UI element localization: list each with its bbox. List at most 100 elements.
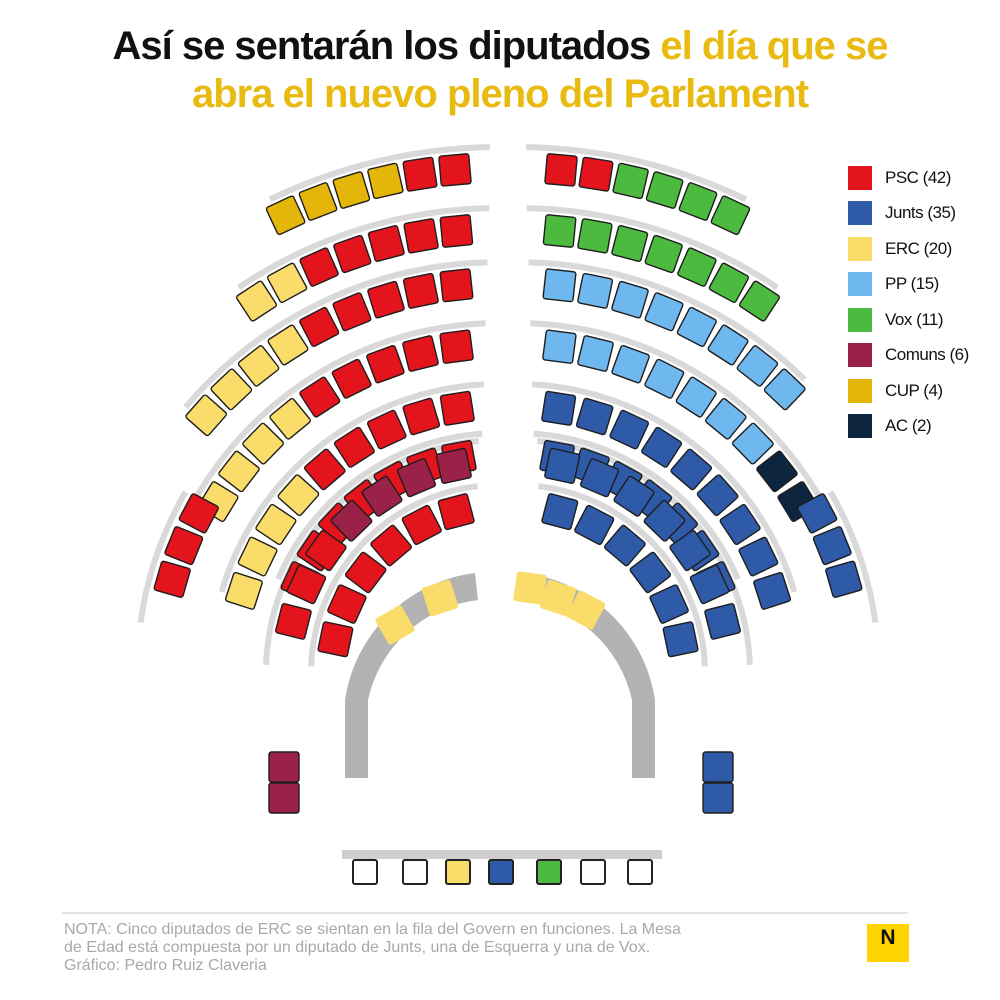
legend-item-comuns: Comuns (6) (848, 338, 969, 374)
brand-logo: N (867, 924, 909, 962)
seat-govern-right-2 (539, 579, 577, 617)
seat-left-row4-3 (366, 344, 405, 384)
seat-right-row3-4 (644, 292, 684, 332)
seat-left-row5-7 (255, 503, 297, 546)
seat-left-row3-2 (402, 272, 439, 309)
seat-left-row7-5 (305, 529, 347, 572)
row-band-left-6 (275, 430, 483, 581)
seat-govern-right-1 (513, 571, 547, 605)
seat-left-row4-7 (242, 422, 284, 465)
seat-govern-left-2 (421, 579, 459, 617)
row-band-right-6 (533, 430, 741, 581)
seat-left-row7-7 (275, 603, 312, 640)
legend-swatch (848, 236, 872, 261)
seat-right-row4-3 (611, 344, 650, 384)
seat-right-row2-6 (708, 262, 750, 303)
legend-item-ac: AC (2) (848, 409, 969, 445)
seat-left-row3-1 (439, 268, 474, 303)
seat-left-row3-9 (185, 394, 228, 437)
seat-left-row8-6 (317, 621, 354, 658)
seat-right-row7-4 (643, 499, 686, 542)
seat-right-row7-1 (544, 447, 581, 484)
seat-left-row2-3 (367, 225, 405, 262)
footnote: NOTA: Cinco diputados de ERC se sientan … (64, 921, 784, 975)
row-band-right-8 (537, 483, 708, 667)
seat-right-row2-3 (611, 225, 649, 262)
seat-left-row4-4 (331, 358, 372, 399)
seat-left-row8-4 (344, 551, 387, 594)
mesa-seat-2 (402, 859, 428, 885)
seat-left-row3-3 (367, 280, 405, 319)
seat-left-row5-9 (224, 571, 263, 610)
legend-label: Comuns (6) (885, 345, 969, 365)
seat-front-right-1 (702, 751, 734, 783)
seat-right-row5-3 (609, 409, 649, 450)
row-band-right-1 (526, 144, 748, 203)
seat-left-row7-3 (361, 475, 403, 517)
seat-right-row5-7 (719, 503, 761, 546)
seat-right-row1-4 (645, 171, 684, 209)
row-band-left-2 (237, 205, 490, 291)
seat-right-row1-2 (578, 156, 614, 192)
seat-right-row7-6 (689, 564, 730, 605)
row-band-right-3 (528, 259, 807, 382)
seat-left-row5-3 (367, 409, 407, 450)
mesa-seat-7 (627, 859, 653, 885)
seat-left-row1-4 (332, 171, 371, 209)
seat-left-row8-5 (327, 584, 367, 624)
seat-outer-left-1 (178, 493, 219, 534)
legend-label: PSC (42) (885, 167, 951, 187)
seat-right-row8-5 (649, 584, 689, 624)
seat-left-row2-2 (403, 218, 439, 254)
legend-swatch (848, 272, 872, 297)
seat-right-row5-4 (641, 426, 683, 468)
seat-left-row5-5 (303, 448, 346, 491)
seat-right-row2-5 (677, 247, 717, 287)
seat-right-row4-5 (675, 376, 717, 418)
legend-item-junts: Junts (35) (848, 196, 969, 232)
seat-left-row5-2 (402, 397, 441, 436)
seat-right-row5-8 (738, 536, 779, 577)
seat-left-row5-6 (277, 474, 320, 517)
seat-outer-right-1 (797, 493, 838, 534)
title-dark-text: Así se sentarán los diputados (112, 24, 651, 68)
seat-right-row3-1 (542, 268, 577, 303)
seat-right-row2-4 (644, 234, 683, 274)
seat-govern-right-3 (566, 590, 606, 630)
seat-right-row4-2 (577, 335, 614, 372)
row-band-left-1 (268, 144, 490, 203)
govern-band-left (345, 573, 478, 778)
seat-right-row1-5 (678, 182, 718, 221)
seat-left-row1-2 (402, 156, 438, 192)
seat-left-row5-1 (439, 390, 475, 426)
legend-swatch (848, 378, 872, 403)
seat-right-row8-6 (662, 621, 699, 658)
seat-right-row1-1 (544, 153, 578, 187)
title-highlight-text: el día que se (660, 24, 888, 68)
seat-left-row4-1 (439, 329, 474, 364)
legend-swatch (848, 165, 872, 190)
seat-left-row3-6 (267, 324, 309, 366)
legend-swatch (848, 414, 872, 439)
seat-left-row8-2 (401, 504, 442, 545)
seat-outer-left-3 (153, 560, 191, 598)
legend-swatch (848, 201, 872, 226)
legend-item-cup: CUP (4) (848, 373, 969, 409)
seat-right-row3-5 (676, 306, 717, 347)
legend-item-erc: ERC (20) (848, 231, 969, 267)
legend-label: ERC (20) (885, 238, 952, 258)
seat-right-row7-7 (704, 603, 741, 640)
outer-band-left (137, 490, 189, 624)
seat-left-row8-3 (370, 524, 412, 567)
seat-right-row4-8 (756, 450, 798, 493)
legend-item-vox: Vox (11) (848, 302, 969, 338)
credit-line: Gráfico: Pedro Ruiz Claveria (64, 957, 267, 974)
row-band-left-3 (183, 259, 488, 410)
seat-left-row2-5 (299, 247, 339, 287)
row-band-left-8 (308, 483, 479, 667)
seat-right-row2-2 (577, 218, 613, 254)
seat-left-row1-6 (265, 195, 306, 236)
mesa-seat-6 (580, 859, 606, 885)
note-line-1: NOTA: Cinco diputados de ERC se sientan … (64, 921, 681, 938)
divider (62, 912, 908, 914)
